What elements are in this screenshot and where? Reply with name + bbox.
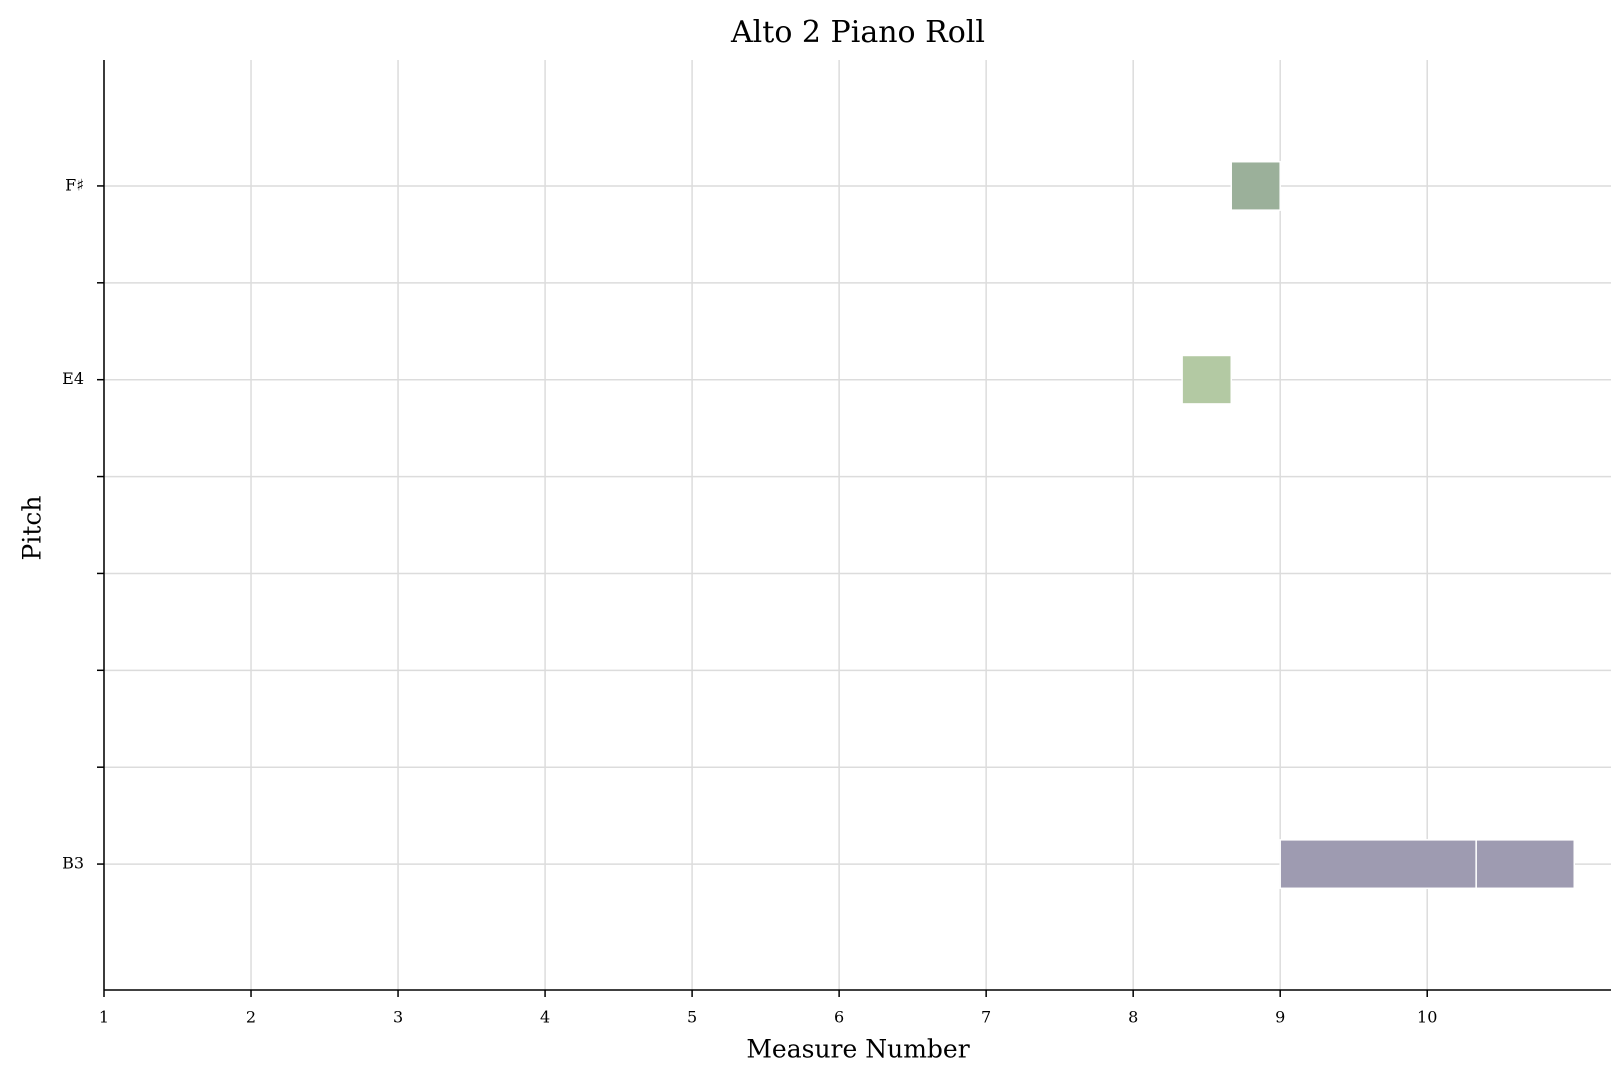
x-tick-label: 9 — [1275, 1008, 1285, 1027]
note — [1475, 839, 1575, 890]
x-axis-label: Measure Number — [746, 1035, 969, 1064]
x-tick-label: 8 — [1128, 1008, 1138, 1027]
x-tick-label: 5 — [687, 1008, 697, 1027]
x-tick-label: 7 — [981, 1008, 991, 1027]
x-tick-label: 1 — [99, 1008, 109, 1027]
y-axis-label: Pitch — [18, 496, 47, 561]
x-tick-label: 6 — [834, 1008, 844, 1027]
x-tick-label: 2 — [246, 1008, 256, 1027]
y-tick-label: B3 — [62, 854, 84, 873]
y-tick-label: F♯ — [65, 175, 84, 194]
chart-title: Alto 2 Piano Roll — [730, 15, 985, 50]
x-tick-label: 4 — [540, 1008, 550, 1027]
note — [1181, 354, 1232, 405]
y-tick-label: E4 — [62, 369, 84, 388]
note — [1230, 160, 1281, 211]
note — [1279, 839, 1477, 890]
x-tick-label: 3 — [393, 1008, 403, 1027]
x-tick-label: 10 — [1417, 1008, 1437, 1027]
